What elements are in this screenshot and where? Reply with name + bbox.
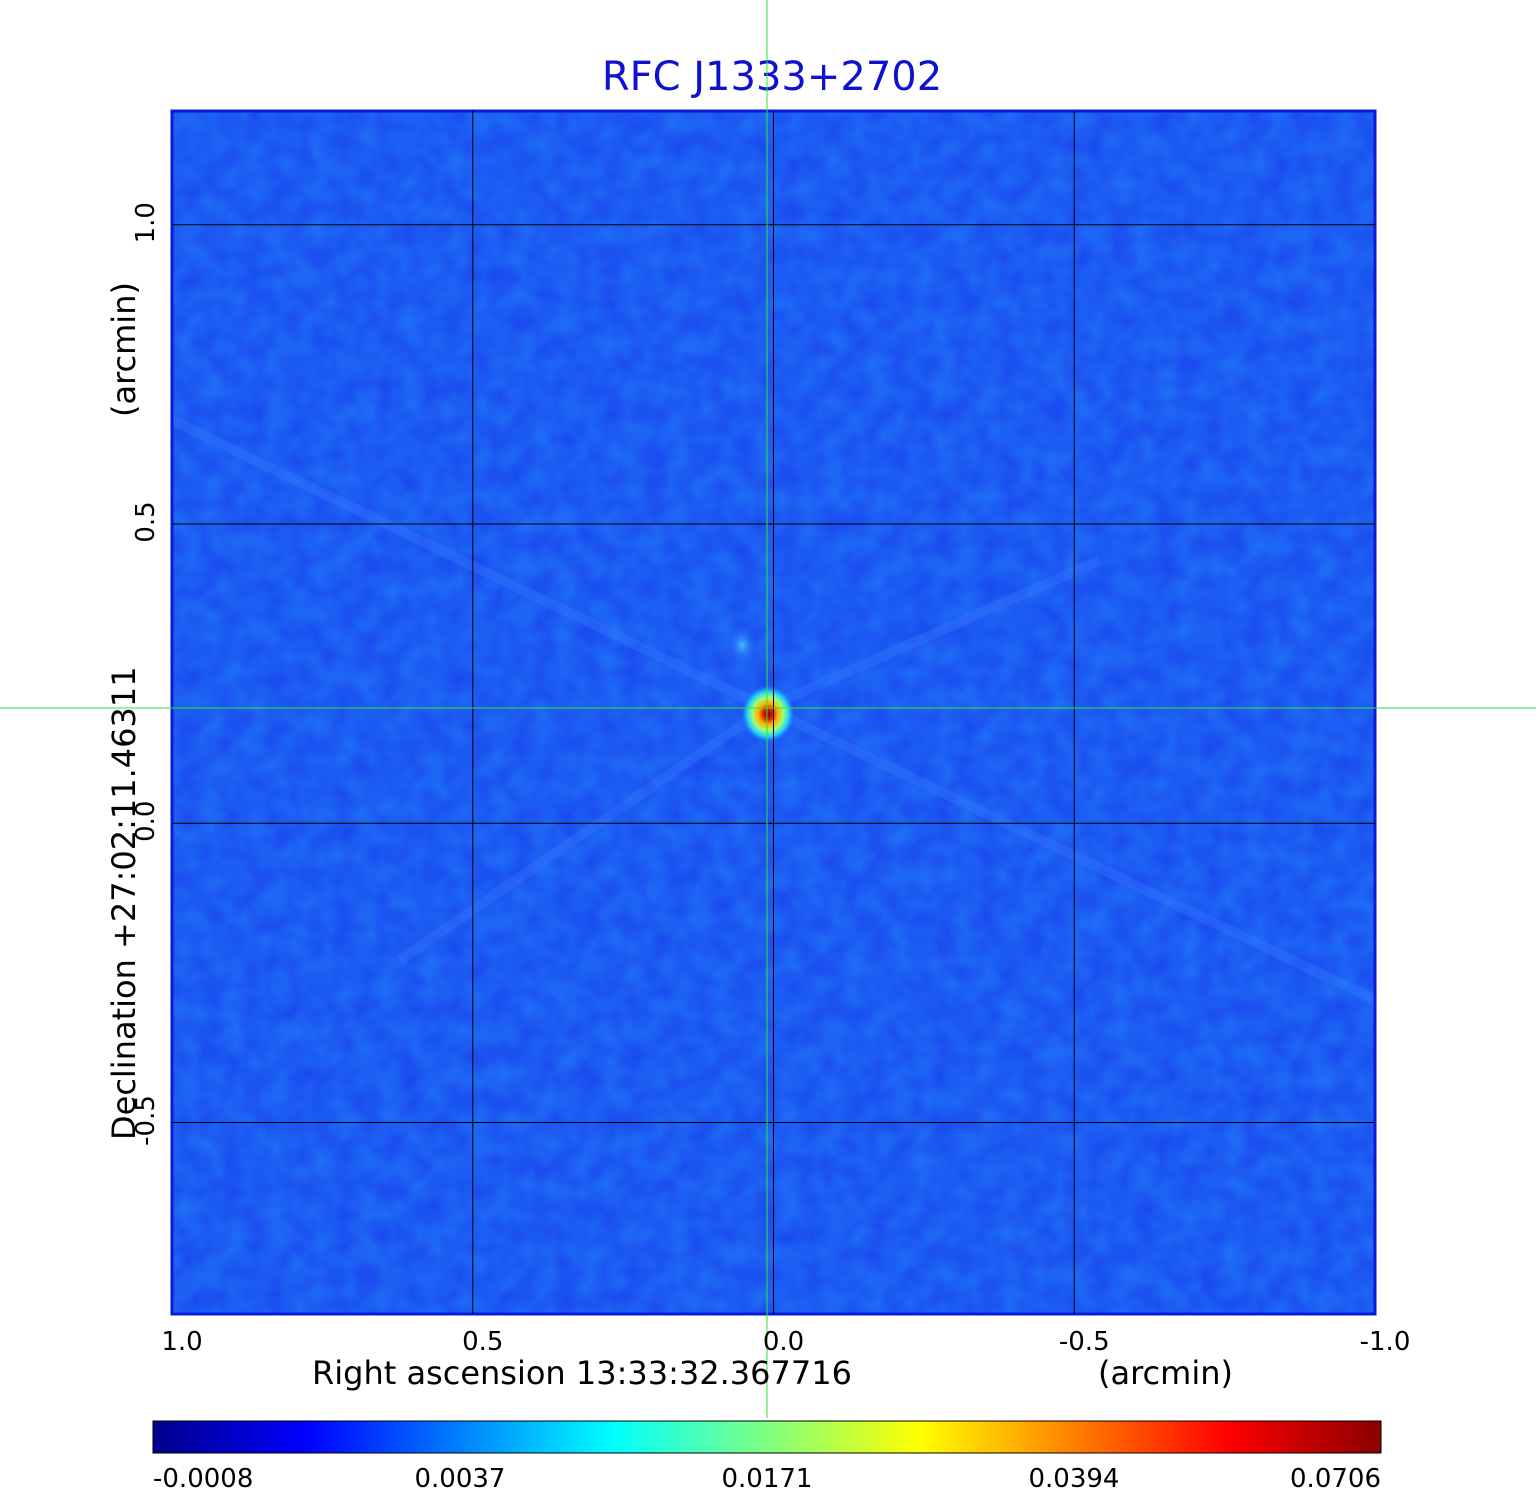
colorbar-tick-labels: -0.0008 0.0037 0.0171 0.0394 0.0706 [153, 1464, 1381, 1494]
x-tick-label: -1.0 [1360, 1327, 1411, 1357]
crosshair [0, 0, 1536, 1418]
y-tick-label: 0.5 [131, 501, 161, 542]
y-tick-label: 0.0 [131, 801, 161, 842]
y-axis-unit: (arcmin) [105, 282, 143, 417]
x-tick-label: 0.5 [462, 1327, 503, 1357]
sidelobe-streaks [169, 415, 1378, 1005]
plot-title: RFC J1333+2702 [602, 54, 942, 100]
x-tick-label: 1.0 [161, 1327, 202, 1357]
y-tick-labels: 1.0 0.5 0.0 -0.5 [131, 202, 161, 1146]
x-axis-unit: (arcmin) [1098, 1354, 1233, 1392]
y-tick-label: -0.5 [131, 1095, 161, 1146]
colorbar-tick-label: -0.0008 [153, 1464, 253, 1494]
source-peak [740, 684, 796, 744]
colorbar-tick-label: 0.0706 [1290, 1464, 1381, 1494]
x-axis-label: Right ascension 13:33:32.367716 [312, 1354, 852, 1392]
colorbar-tick-label: 0.0037 [415, 1464, 506, 1494]
source-knot [726, 623, 758, 667]
colorbar-tick-label: 0.0394 [1029, 1464, 1120, 1494]
colorbar: -0.0008 0.0037 0.0171 0.0394 0.0706 [152, 1420, 1382, 1494]
x-tick-label: -0.5 [1059, 1327, 1110, 1357]
y-tick-label: 1.0 [131, 202, 161, 243]
x-tick-label: 0.0 [763, 1327, 804, 1357]
x-tick-labels: 1.0 0.5 0.0 -0.5 -1.0 [161, 1327, 1410, 1357]
colorbar-gradient [152, 1420, 1382, 1454]
colorbar-tick-label: 0.0171 [722, 1464, 813, 1494]
y-axis-label: Declination +27:02:11.46311 [105, 666, 143, 1140]
coordinate-grid [172, 111, 1375, 1314]
